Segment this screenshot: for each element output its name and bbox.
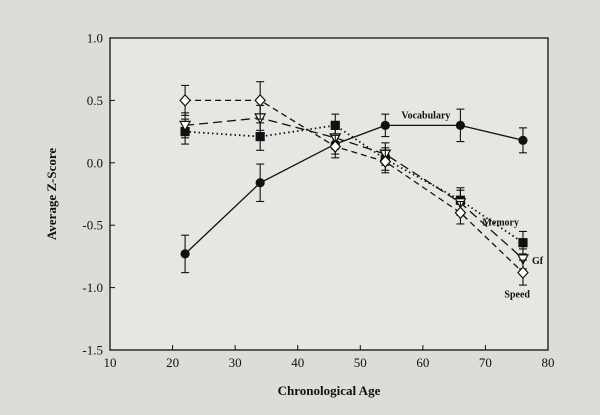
- data-point: [329, 140, 342, 153]
- y-tick-label: -1.5: [82, 343, 103, 358]
- data-point: [180, 249, 190, 259]
- x-tick-label: 40: [291, 355, 304, 370]
- x-tick-label: 70: [479, 355, 492, 370]
- data-point: [179, 94, 191, 107]
- series-line: [184, 124, 524, 255]
- y-axis-title: Average Z-Score: [44, 148, 59, 241]
- series-line: [185, 99, 524, 274]
- series-speed: [179, 81, 529, 286]
- axis-ticks: 10 20 30 40 50 60 70 80 1.0 0.5 0.0 -0.5 -1.0 -1.5: [82, 31, 554, 371]
- x-tick-label: 30: [229, 355, 242, 370]
- data-point: [516, 254, 529, 266]
- series-layer: [179, 81, 529, 286]
- data-point: [254, 94, 266, 107]
- y-tick-label: -1.0: [82, 280, 103, 295]
- data-point: [455, 120, 465, 130]
- y-tick-label: -0.5: [82, 218, 103, 233]
- plot-area-frame: [109, 37, 549, 351]
- x-axis-title: Chronological Age: [278, 383, 381, 398]
- series-line: [185, 124, 524, 244]
- data-point: [517, 266, 529, 280]
- data-point: [518, 238, 528, 248]
- data-point: [179, 120, 192, 132]
- y-tick-label: 0.5: [87, 93, 103, 108]
- data-point: [255, 131, 265, 142]
- data-point: [379, 155, 392, 168]
- x-tick-label: 20: [166, 355, 179, 370]
- data-point: [255, 178, 265, 188]
- x-tick-label: 60: [416, 355, 429, 370]
- y-tick-label: 0.0: [87, 155, 103, 170]
- series-vocabulary: [180, 108, 528, 274]
- data-point: [380, 120, 390, 130]
- data-point: [518, 135, 528, 145]
- data-point: [454, 206, 467, 220]
- series-label-memory: Memory: [482, 218, 519, 229]
- series-line: [185, 117, 524, 260]
- x-tick-label: 80: [542, 355, 555, 370]
- series-label-gf: Gf: [532, 256, 544, 267]
- series-label-speed: Speed: [504, 290, 530, 301]
- x-tick-label: 50: [354, 355, 367, 370]
- series-labels: Vocabulary Memory Gf Speed: [401, 110, 543, 300]
- series-label-vocabulary: Vocabulary: [401, 110, 450, 121]
- x-tick-label: 10: [104, 355, 117, 370]
- y-tick-label: 1.0: [87, 31, 103, 46]
